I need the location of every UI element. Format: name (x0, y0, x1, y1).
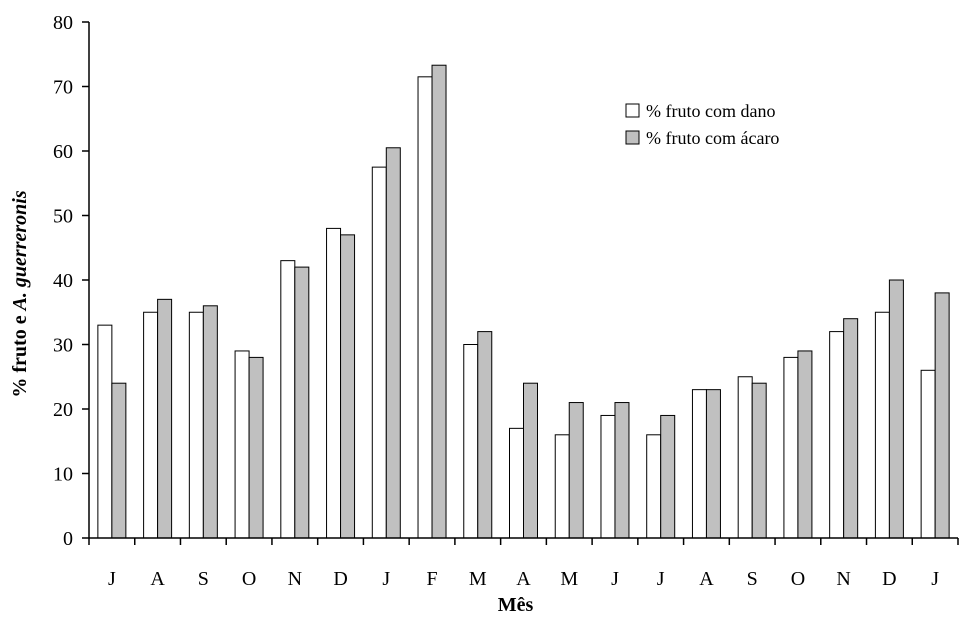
x-tick-label: N (288, 568, 302, 590)
x-tick-label: A (699, 568, 714, 590)
bar-mite (294, 266, 310, 539)
bar-damage (920, 369, 936, 539)
y-tick-label: 40 (53, 270, 73, 292)
x-tick-label: S (198, 568, 209, 590)
bar-damage (600, 414, 616, 539)
bar-mite (340, 234, 356, 539)
x-tick-label: M (560, 568, 578, 590)
x-tick-label: S (747, 568, 758, 590)
legend-swatch (625, 103, 640, 118)
y-axis-title: % fruto e A. guerreronis (9, 190, 31, 397)
bar-damage (646, 434, 662, 539)
bar-mite (385, 147, 401, 539)
legend: % fruto com dano % fruto com ácaro (625, 101, 779, 148)
legend-label: % fruto com dano (646, 101, 775, 121)
y-tick-label: 50 (53, 206, 73, 228)
x-tick-label: O (242, 568, 256, 590)
bar-mite (111, 382, 127, 539)
bar-mite (568, 402, 584, 539)
x-tick-label: D (333, 568, 347, 590)
bar-mite (705, 389, 721, 539)
bar-damage (280, 260, 296, 539)
y-axis-title-prefix: % fruto e (9, 310, 31, 397)
bar-damage (509, 427, 524, 539)
x-tick-label: A (516, 568, 531, 590)
legend-label: % fruto com ácaro (646, 128, 779, 148)
y-ticks-group: 0 10 20 30 40 50 60 70 80 (53, 12, 89, 550)
x-tick-label: N (836, 568, 850, 590)
bar-mite (202, 305, 218, 539)
x-tick-label: M (469, 568, 487, 590)
y-tick-label: 30 (53, 335, 73, 357)
x-tick-label: F (426, 568, 437, 590)
y-tick-label: 0 (63, 528, 73, 550)
bar-mite (248, 356, 264, 539)
bar-damage (371, 166, 387, 539)
bar-damage (691, 389, 707, 539)
bar-damage (874, 311, 890, 539)
y-tick-label: 70 (53, 77, 73, 99)
bar-damage (737, 376, 753, 539)
bar-mite (614, 402, 630, 539)
y-tick-label: 60 (53, 141, 73, 163)
legend-swatch (625, 130, 640, 145)
bar-mite (477, 331, 493, 539)
bar-mite (660, 414, 676, 539)
bar-mite (157, 298, 173, 539)
bar-mite (797, 350, 813, 539)
y-tick-label: 10 (53, 464, 73, 486)
bar-mite (523, 382, 538, 539)
bars-group (97, 64, 950, 539)
x-axis-title: Mês (498, 594, 534, 616)
bar-damage (554, 434, 570, 539)
y-axis-title-species: A. guerreronis (9, 190, 31, 312)
bar-damage (326, 227, 342, 539)
y-tick-label: 20 (53, 399, 73, 421)
x-tick-label: D (882, 568, 896, 590)
y-tick-label: 80 (53, 12, 73, 34)
bar-damage (783, 356, 799, 539)
x-tick-label: O (791, 568, 805, 590)
bar-damage (188, 311, 204, 539)
x-tick-label: A (150, 568, 165, 590)
bar-mite (431, 64, 447, 539)
x-tick-label: J (108, 568, 116, 590)
bar-mite (934, 292, 950, 539)
bar-mite (843, 318, 859, 539)
x-tick-label: J (931, 568, 939, 590)
bar-damage (97, 324, 113, 539)
bar-damage (829, 331, 845, 539)
bar-damage (143, 311, 159, 539)
bar-mite (888, 279, 904, 539)
x-tick-label: J (611, 568, 619, 590)
bar-damage (417, 76, 433, 539)
bar-damage (463, 344, 479, 539)
bar-mite (751, 382, 767, 539)
x-tick-label: J (382, 568, 390, 590)
x-tick-label: J (657, 568, 665, 590)
bar-damage (234, 350, 250, 539)
